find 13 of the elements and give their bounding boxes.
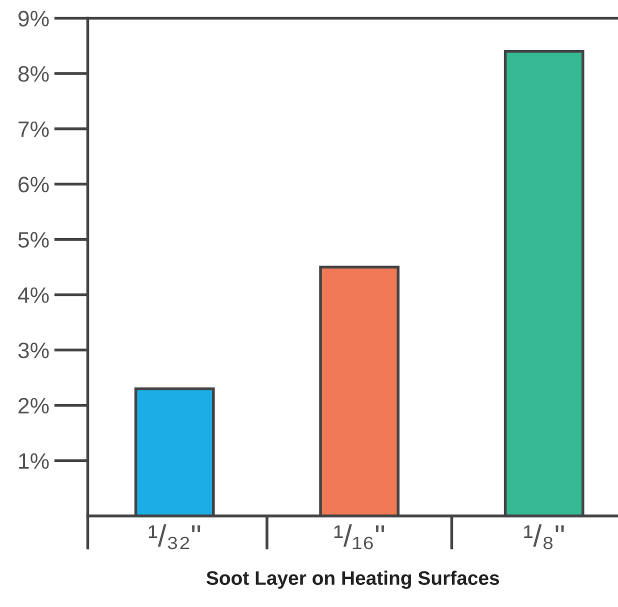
y-tick-label: 3% xyxy=(18,342,49,358)
x-axis-title: Soot Layer on Heating Surfaces xyxy=(206,570,500,589)
x-tick-label: ¹/₃₂" xyxy=(148,524,200,550)
y-tick-label: 5% xyxy=(18,232,49,248)
y-tick-label: 9% xyxy=(18,10,49,26)
y-tick-label: 7% xyxy=(18,121,49,138)
y-tick-label: 2% xyxy=(18,398,49,414)
y-tick-label: 6% xyxy=(18,176,49,192)
y-tick-label: 4% xyxy=(18,287,49,303)
y-tick-label: 8% xyxy=(18,66,49,82)
x-tick-label: ¹/₈" xyxy=(524,524,564,550)
x-tick-label: ¹/₁₆" xyxy=(334,524,384,550)
y-tick-label: 1% xyxy=(19,453,49,469)
